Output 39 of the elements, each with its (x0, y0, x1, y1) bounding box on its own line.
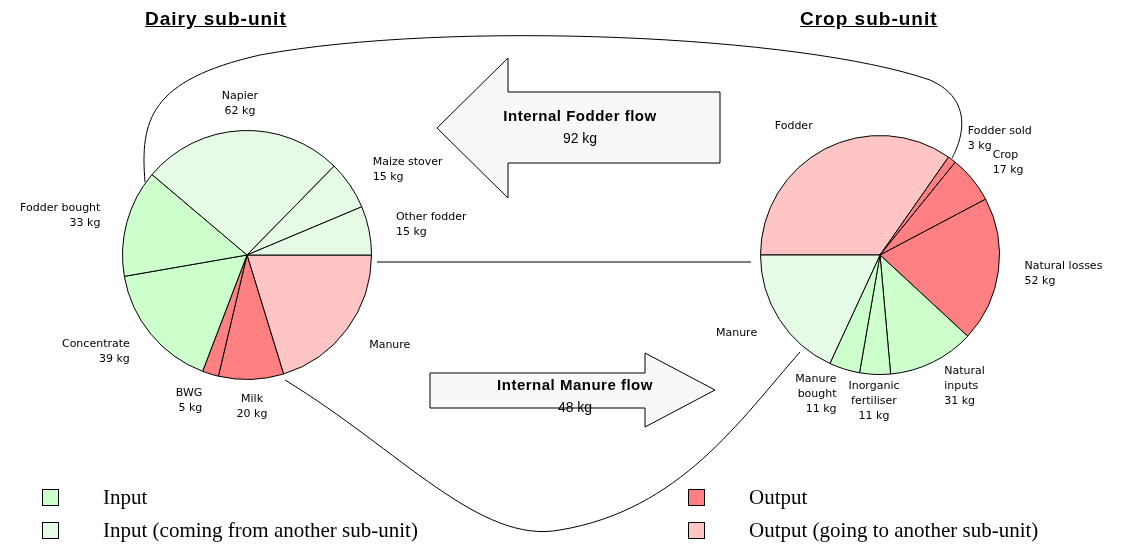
text: Internal Fodder flow (502, 107, 658, 124)
text: Input (103, 485, 148, 510)
slice-label: Fodder (774, 118, 814, 132)
text: Input (coming from another sub-unit) (103, 518, 418, 543)
data-label: 11 kg (805, 402, 837, 416)
slice-label: Manure bought (795, 372, 838, 401)
text: 48 kg (556, 399, 594, 415)
text: Internal Manure flow (496, 376, 654, 393)
data-label: 11 kg (858, 408, 890, 422)
data-label: 31 kg (944, 393, 976, 407)
slice-label: Inorganic fertiliser (848, 378, 900, 407)
text: Output (going to another sub-unit) (749, 518, 1039, 543)
slice-label: Milk (241, 392, 264, 406)
data-label: 62 kg (224, 103, 256, 117)
chart-title: Dairy sub-unit (145, 8, 287, 30)
text: 92 kg (561, 130, 599, 146)
text: Output (749, 485, 808, 510)
slice-label: Natural inputs (944, 363, 985, 392)
data-label: 17 kg (992, 162, 1024, 176)
slice-label: Maize stover (372, 155, 444, 169)
slice-label: Fodder bought (20, 200, 102, 214)
slice-label: Natural losses (1024, 259, 1103, 273)
slice-label: Concentrate (61, 336, 131, 350)
slice-label: Fodder sold (967, 123, 1032, 137)
slice-label: Manure (715, 326, 758, 340)
data-label: 5 kg (178, 400, 203, 414)
data-label: 20 kg (236, 407, 268, 421)
slice-label: Crop (992, 147, 1019, 161)
data-label: 39 kg (98, 351, 130, 365)
slice-label: BWG (175, 385, 203, 399)
slice-label: Other fodder (395, 210, 467, 224)
data-label: 52 kg (1024, 274, 1056, 288)
slice-label: Napier (221, 88, 259, 102)
slice-label: Manure (369, 338, 411, 352)
chart-title: Crop sub-unit (800, 8, 938, 30)
data-label: 33 kg (69, 215, 101, 229)
data-label: 3 kg (967, 138, 992, 152)
data-label: 15 kg (395, 225, 427, 239)
data-label: 15 kg (372, 170, 404, 184)
